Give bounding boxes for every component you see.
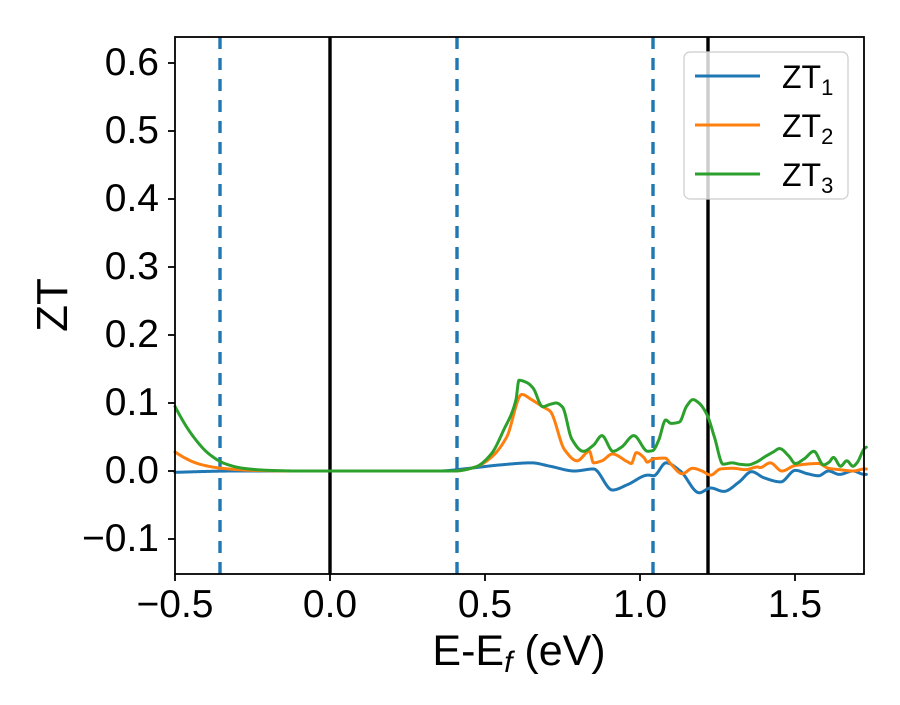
svg-text:0.5: 0.5 <box>458 583 512 626</box>
svg-text:ZT: ZT <box>28 278 77 332</box>
svg-text:0.0: 0.0 <box>105 449 159 492</box>
svg-text:−0.5: −0.5 <box>137 583 214 626</box>
svg-text:1.5: 1.5 <box>768 583 822 626</box>
svg-text:0.5: 0.5 <box>105 109 159 152</box>
svg-text:0.0: 0.0 <box>303 583 357 626</box>
svg-text:0.3: 0.3 <box>105 245 159 288</box>
svg-text:−0.1: −0.1 <box>82 517 159 560</box>
svg-text:0.2: 0.2 <box>105 313 159 356</box>
svg-text:1.0: 1.0 <box>613 583 667 626</box>
svg-text:0.1: 0.1 <box>105 381 159 424</box>
svg-text:0.4: 0.4 <box>105 177 159 220</box>
svg-text:0.6: 0.6 <box>105 41 159 84</box>
svg-text:E-Ef (eV): E-Ef (eV) <box>432 627 605 679</box>
